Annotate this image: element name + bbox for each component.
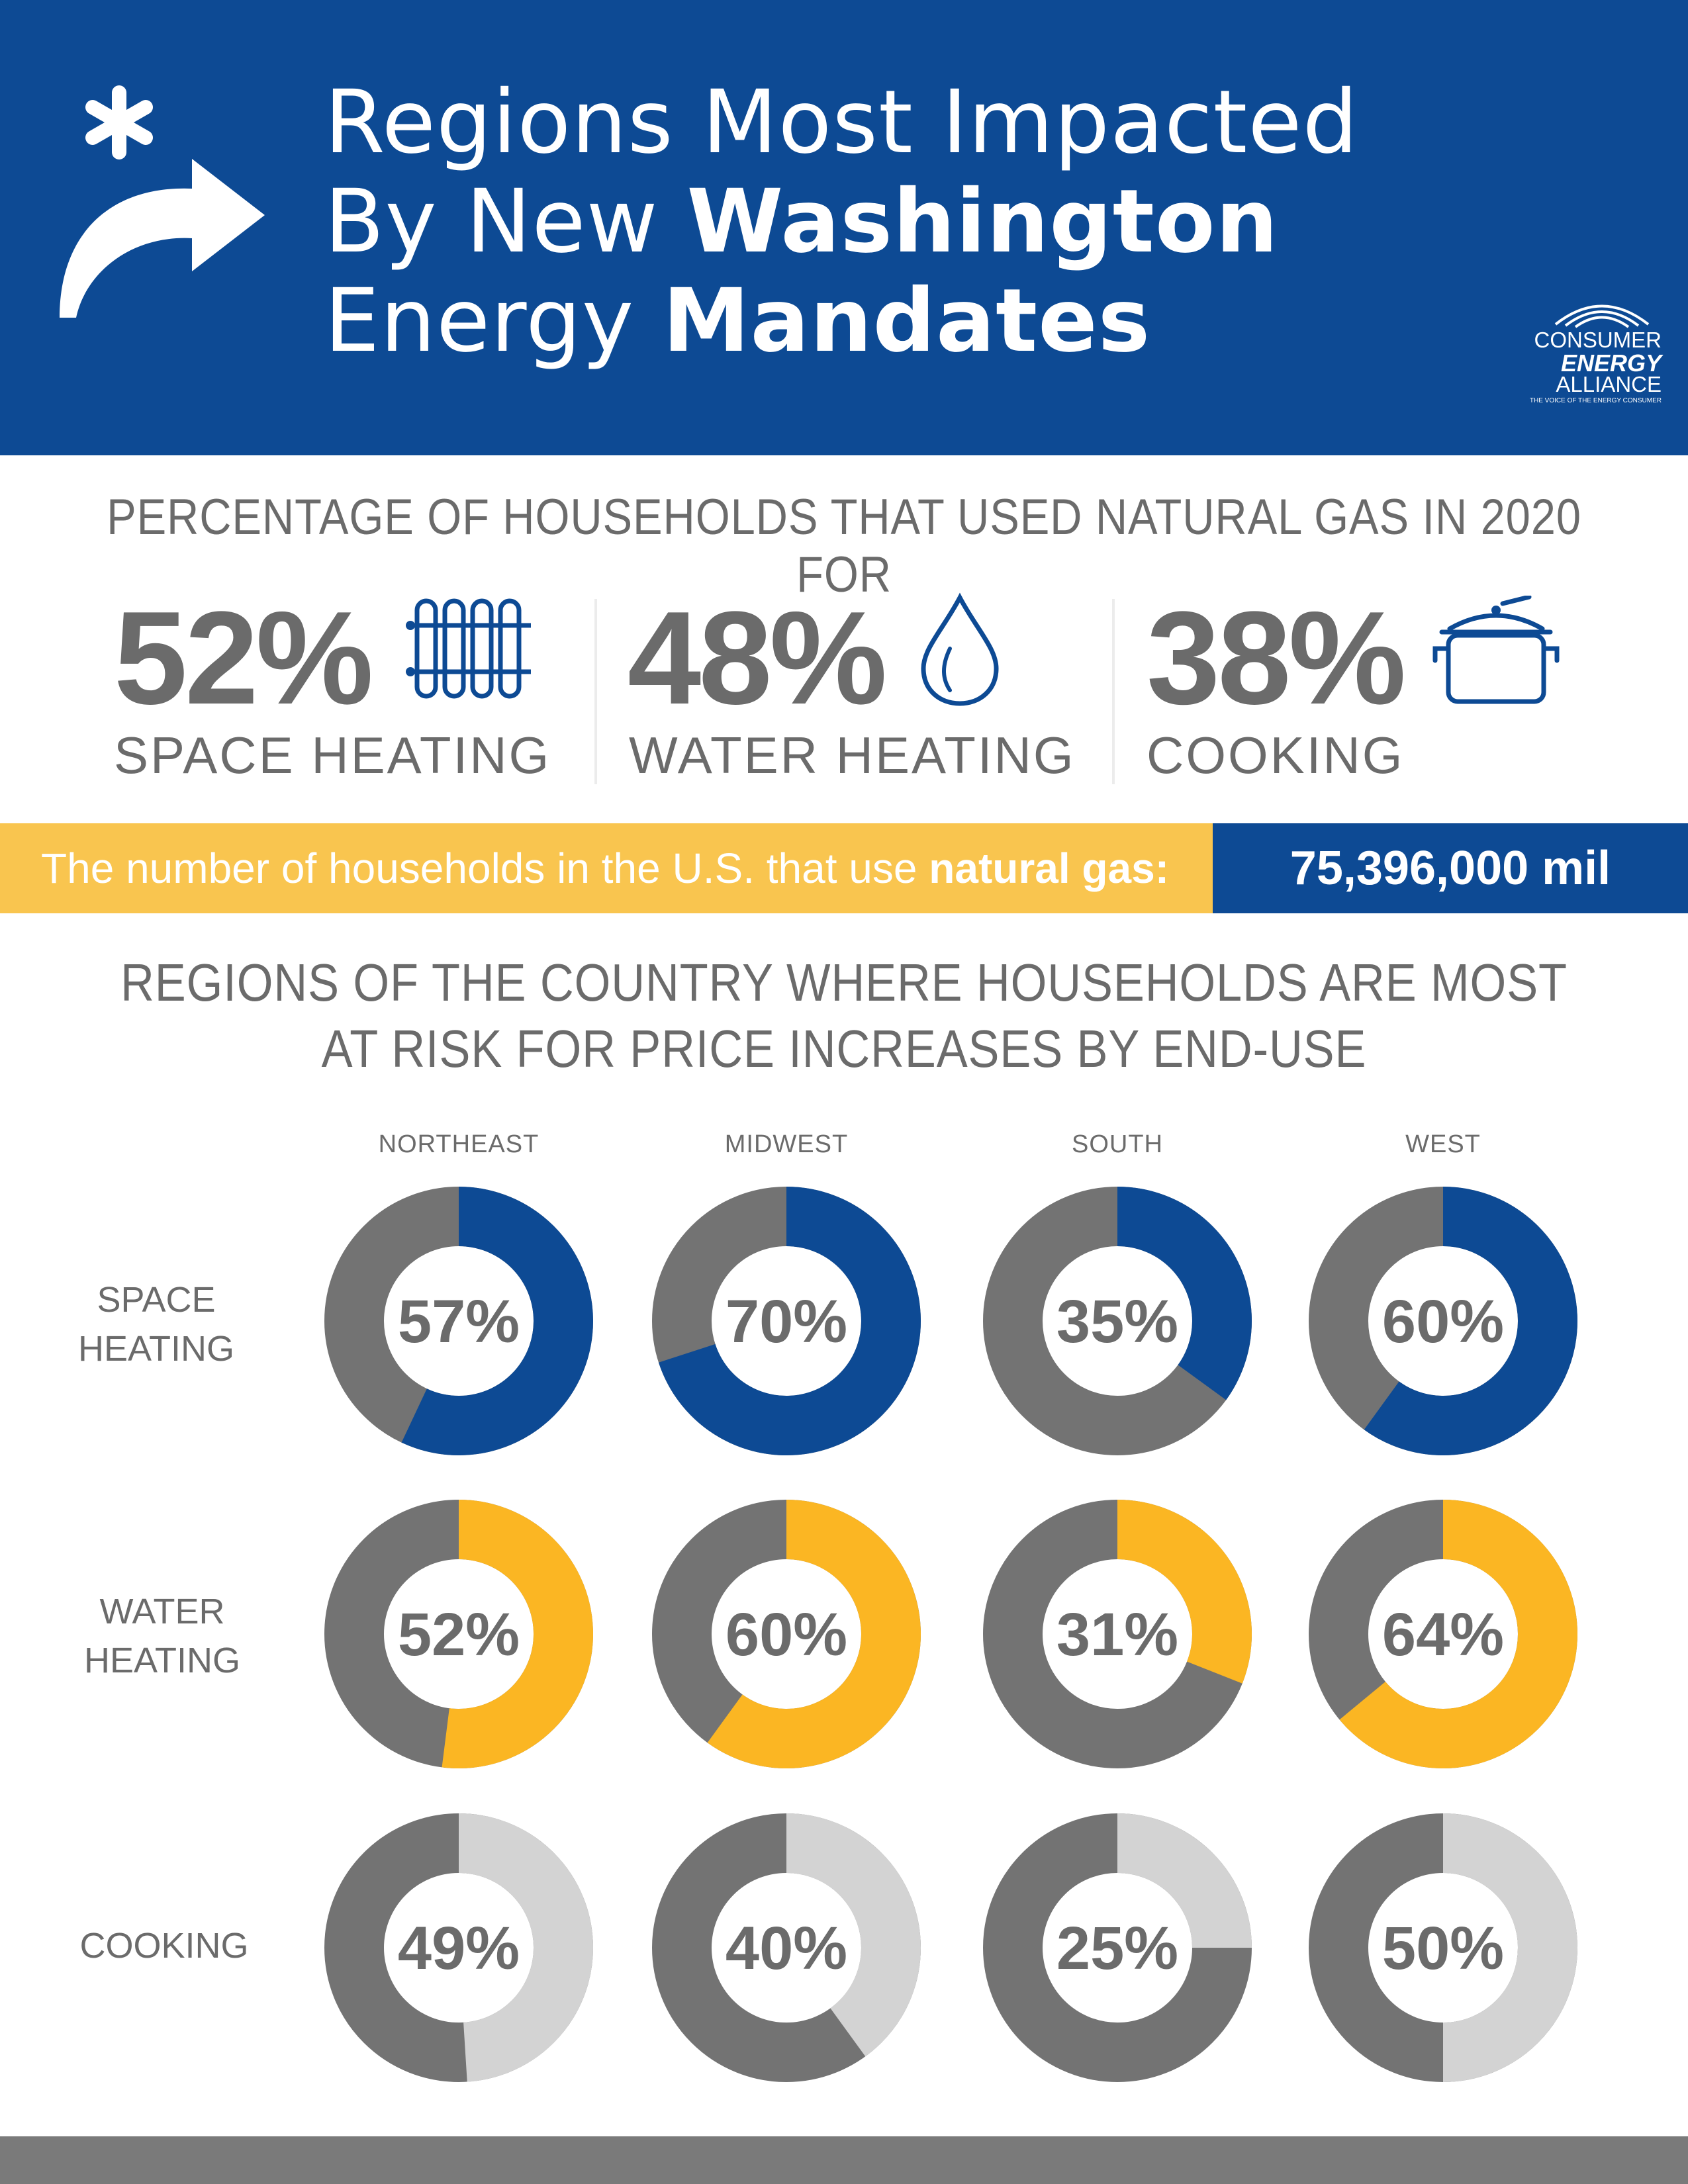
- donut-value-label: 49%: [398, 1915, 520, 1982]
- cooking-value: 38%: [1147, 584, 1406, 732]
- donut-value-label: 35%: [1056, 1288, 1178, 1355]
- region-label-west: WEST: [1405, 1130, 1481, 1158]
- donut-value-segment: [1117, 1813, 1252, 1948]
- space-heating-value: 52%: [114, 584, 373, 732]
- regions-section-title: REGIONS OF THE COUNTRY WHERE HOUSEHOLDS …: [120, 953, 1568, 1078]
- donut-value-segment: [1443, 1813, 1577, 2082]
- space-heating-label: SPACE HEATING: [114, 726, 551, 784]
- donut-water-heating-northeast: 52%: [324, 1500, 594, 1768]
- donut-value-segment: [401, 1187, 593, 1455]
- row-label-cooking: COOKING: [79, 1926, 249, 1966]
- donut-water-heating-south: 31%: [983, 1500, 1252, 1768]
- donut-cooking-west: 50%: [1309, 1813, 1577, 2082]
- donut-value-label: 31%: [1056, 1601, 1178, 1668]
- donut-value-segment: [707, 1500, 921, 1768]
- radiator-icon: [406, 598, 531, 699]
- row-label-space-heating: SPACE HEATING: [77, 1280, 234, 1369]
- donut-value-label: 70%: [726, 1288, 847, 1355]
- households-banner-text: The number of households in the U.S. tha…: [0, 823, 1213, 913]
- donut-value-label: 60%: [726, 1601, 847, 1668]
- title-line-1: Regions Most Impacted: [324, 71, 1359, 173]
- donut-value-segment: [1117, 1187, 1252, 1400]
- water-drop-icon: [921, 592, 999, 706]
- donut-value-label: 57%: [398, 1288, 520, 1355]
- donut-value-label: 60%: [1382, 1288, 1504, 1355]
- donut-value-segment: [442, 1500, 594, 1768]
- consumer-energy-alliance-logo: CONSUMER ENERGY ALLIANCE THE VOICE OF TH…: [1509, 285, 1668, 410]
- donut-water-heating-west: 64%: [1309, 1500, 1577, 1768]
- donut-value-segment: [658, 1187, 921, 1455]
- region-label-midwest: MIDWEST: [724, 1130, 849, 1158]
- stat-divider: [594, 599, 597, 784]
- donut-value-label: 25%: [1056, 1915, 1178, 1982]
- header-banner: Regions Most Impacted By New Washington …: [0, 0, 1688, 455]
- donut-space-heating-south: 35%: [983, 1187, 1252, 1455]
- donut-water-heating-midwest: 60%: [652, 1500, 921, 1768]
- footer-bar: [0, 2136, 1688, 2184]
- asterisk-arrow-icon: [60, 85, 265, 318]
- usage-section-title: PERCENTAGE OF HOUSEHOLDS THAT USED NATUR…: [107, 489, 1581, 603]
- donut-value-segment: [1117, 1500, 1252, 1684]
- donut-space-heating-west: 60%: [1309, 1186, 1578, 1455]
- row-label-water-heating: WATER HEATING: [83, 1592, 240, 1680]
- donut-cooking-south: 25%: [983, 1813, 1252, 2082]
- region-label-south: SOUTH: [1072, 1130, 1163, 1158]
- donut-value-segment: [459, 1813, 594, 2082]
- water-heating-label: WATER HEATING: [629, 726, 1076, 784]
- donut-value-segment: [786, 1813, 921, 2057]
- donut-cooking-midwest: 40%: [652, 1813, 921, 2082]
- stat-divider: [1112, 599, 1115, 784]
- donut-space-heating-midwest: 70%: [652, 1187, 921, 1455]
- title-line-3: Energy Mandates: [324, 270, 1151, 372]
- page-title: Regions Most Impacted By New Washington …: [324, 73, 1582, 371]
- water-heating-value: 48%: [628, 584, 887, 732]
- donut-value-segment: [1339, 1500, 1577, 1768]
- households-banner-value: 75,396,000 mil: [1213, 823, 1688, 913]
- donut-value-label: 52%: [398, 1601, 520, 1668]
- donut-cooking-northeast: 49%: [324, 1813, 594, 2082]
- donut-value-label: 64%: [1382, 1601, 1504, 1668]
- cooking-pot-icon: [1432, 596, 1560, 704]
- title-line-2: By New Washington: [324, 171, 1279, 273]
- donut-value-label: 50%: [1382, 1915, 1504, 1982]
- logo-arcs-icon: [1554, 304, 1650, 328]
- donut-space-heating-northeast: 57%: [324, 1187, 593, 1455]
- donut-value-label: 40%: [726, 1915, 847, 1982]
- donut-value-segment: [1364, 1186, 1578, 1455]
- cooking-label: COOKING: [1147, 726, 1405, 784]
- region-label-northeast: NORTHEAST: [378, 1130, 539, 1158]
